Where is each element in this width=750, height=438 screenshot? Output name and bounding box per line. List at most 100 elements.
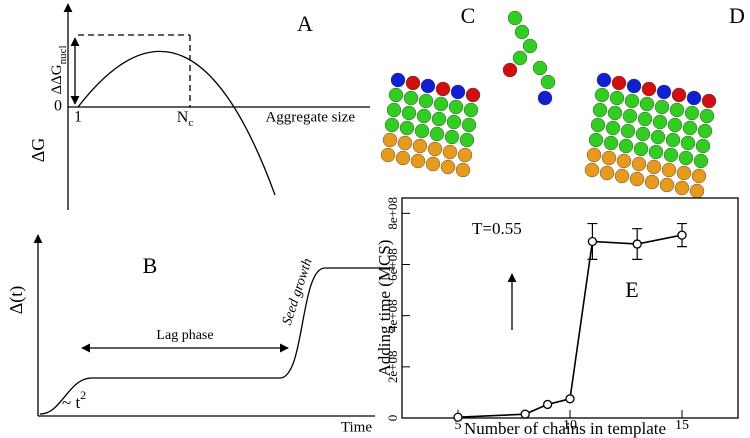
bead <box>689 183 705 199</box>
bead <box>397 135 413 151</box>
bead <box>605 120 621 136</box>
bead <box>418 93 434 109</box>
bead <box>592 102 608 118</box>
bead <box>620 123 636 139</box>
panel-letter: D <box>729 3 745 28</box>
point <box>632 239 642 249</box>
bead <box>624 93 640 109</box>
bead <box>540 74 556 90</box>
bead <box>401 105 417 121</box>
bead <box>616 153 632 169</box>
bead <box>684 105 700 121</box>
label: N <box>177 109 189 126</box>
label: 2 <box>80 388 86 402</box>
panel-letter: A <box>297 11 313 36</box>
bead <box>384 117 400 133</box>
bead <box>611 75 627 91</box>
bead <box>465 87 481 103</box>
bead <box>695 138 711 154</box>
bead <box>427 141 443 157</box>
bead <box>669 102 685 118</box>
bead <box>652 114 668 130</box>
bead <box>512 50 528 66</box>
bead <box>599 165 615 181</box>
label: ~ t <box>62 393 80 412</box>
x-tick-label: 5 <box>455 418 462 433</box>
bead <box>537 90 553 106</box>
bead <box>614 168 630 184</box>
bead <box>603 135 619 151</box>
bead <box>405 75 421 91</box>
bead <box>457 147 473 163</box>
bead <box>596 72 612 88</box>
point <box>587 236 598 247</box>
bead <box>416 108 432 124</box>
bead <box>644 174 660 190</box>
x-label: Time <box>341 419 372 435</box>
bead <box>631 156 647 172</box>
bead <box>444 129 460 145</box>
bead <box>448 99 464 115</box>
curve <box>77 50 276 196</box>
bead <box>637 111 653 127</box>
bead <box>403 90 419 106</box>
plot-frame <box>401 197 739 419</box>
bead <box>629 171 645 187</box>
bead <box>414 123 430 139</box>
bead <box>382 132 398 148</box>
label: 1 <box>74 109 82 126</box>
bead <box>665 132 681 148</box>
bead <box>380 147 396 163</box>
bead <box>594 87 610 103</box>
bead <box>588 132 604 148</box>
bead <box>667 117 683 133</box>
bead <box>455 162 471 178</box>
x-label: Number of chains in template <box>464 419 666 438</box>
curve <box>39 267 395 415</box>
y-tick-label: 8e+08 <box>385 197 400 230</box>
panel-e: 0 2e+08 4e+08 6e+08 8e+08 5 10 15 Number of chai… <box>375 197 739 438</box>
bead <box>601 150 617 166</box>
bead <box>618 138 634 154</box>
bead <box>390 72 406 88</box>
panel-b: Δ(t) Lag phase Seed growth ~ t2 Time B <box>6 234 395 435</box>
bead <box>399 120 415 136</box>
bead <box>693 153 709 169</box>
y-tick-label: 6e+08 <box>385 248 400 281</box>
bead <box>648 144 664 160</box>
bead <box>622 108 638 124</box>
bead <box>461 117 477 133</box>
point <box>542 399 553 410</box>
bead <box>514 24 530 40</box>
y-tick-label: 4e+08 <box>385 299 400 332</box>
bead <box>502 62 518 78</box>
panel-letter: E <box>625 277 638 302</box>
bead <box>386 102 402 118</box>
bead <box>674 180 690 196</box>
label: Nc <box>177 109 194 129</box>
bead <box>532 60 548 76</box>
bead <box>584 162 600 178</box>
label: ~ t2 <box>62 388 86 412</box>
bead <box>646 159 662 175</box>
bead <box>701 93 717 109</box>
bead <box>697 123 713 139</box>
point <box>677 230 687 240</box>
bead <box>459 132 475 148</box>
label: 0 <box>54 98 62 115</box>
bead <box>650 129 666 145</box>
bead <box>442 144 458 160</box>
bead <box>659 177 675 193</box>
bead <box>691 168 707 184</box>
label: ΔΔG <box>49 64 65 94</box>
y-tick-label: 2e+08 <box>385 351 400 384</box>
bead <box>676 165 692 181</box>
point <box>565 394 575 404</box>
label: nucl <box>57 45 69 64</box>
molecules <box>380 10 717 199</box>
y-label: Adding time (MCS) <box>375 240 394 377</box>
label: ΔΔGnucl <box>49 45 68 94</box>
x-label: Aggregate size <box>265 109 355 125</box>
bead <box>680 135 696 151</box>
